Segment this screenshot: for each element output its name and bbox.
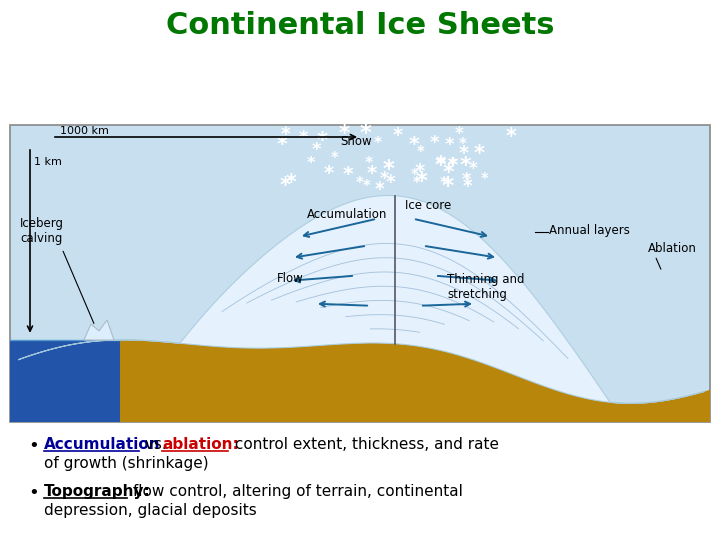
- Text: *: *: [413, 176, 420, 191]
- Text: *: *: [459, 144, 469, 163]
- Text: *: *: [382, 158, 394, 181]
- Text: vs.: vs.: [140, 437, 171, 452]
- Text: *: *: [312, 141, 321, 159]
- Text: *: *: [280, 177, 291, 197]
- Text: *: *: [462, 171, 472, 189]
- Text: Thinning and
stretching: Thinning and stretching: [447, 273, 524, 301]
- Text: *: *: [436, 154, 446, 173]
- Text: *: *: [307, 156, 315, 171]
- Text: Continental Ice Sheets: Continental Ice Sheets: [166, 10, 554, 39]
- Polygon shape: [84, 320, 114, 340]
- Text: *: *: [276, 135, 287, 154]
- Text: *: *: [359, 122, 371, 145]
- Text: *: *: [459, 137, 467, 152]
- Text: •: •: [28, 484, 39, 502]
- Text: 1000 km: 1000 km: [60, 126, 109, 136]
- Text: *: *: [355, 176, 363, 191]
- Polygon shape: [10, 340, 120, 422]
- Text: *: *: [473, 144, 484, 164]
- Text: *: *: [281, 125, 290, 144]
- Text: Ablation: Ablation: [648, 242, 697, 255]
- Text: *: *: [374, 136, 382, 151]
- Text: *: *: [285, 172, 296, 192]
- Text: *: *: [392, 126, 402, 145]
- Text: Annual layers: Annual layers: [549, 224, 630, 237]
- Polygon shape: [18, 195, 705, 403]
- Text: *: *: [481, 171, 489, 185]
- Text: *: *: [416, 145, 424, 160]
- Text: Iceberg
calving: Iceberg calving: [20, 217, 64, 245]
- Text: *: *: [463, 177, 473, 196]
- Text: *: *: [448, 157, 458, 176]
- Polygon shape: [10, 340, 710, 422]
- Text: *: *: [323, 164, 333, 183]
- Text: Ice core: Ice core: [405, 199, 451, 212]
- Text: *: *: [298, 129, 308, 147]
- Text: *: *: [408, 136, 419, 154]
- Text: *: *: [366, 164, 377, 183]
- Text: *: *: [505, 127, 516, 147]
- Text: Snow: Snow: [340, 135, 372, 148]
- Text: *: *: [386, 173, 396, 192]
- Text: •: •: [28, 437, 39, 455]
- Text: Accumulation: Accumulation: [307, 208, 387, 221]
- Text: *: *: [317, 131, 328, 151]
- Text: Accumulation: Accumulation: [44, 437, 161, 452]
- Text: *: *: [448, 156, 456, 174]
- Text: flow control, altering of terrain, continental: flow control, altering of terrain, conti…: [128, 484, 463, 499]
- Text: *: *: [330, 151, 338, 166]
- Text: *: *: [342, 165, 353, 184]
- Text: *: *: [435, 156, 446, 176]
- Text: *: *: [430, 133, 439, 152]
- Text: *: *: [469, 160, 477, 178]
- Text: *: *: [460, 156, 472, 176]
- Text: *: *: [440, 176, 448, 191]
- Text: *: *: [415, 170, 427, 193]
- Text: ablation:: ablation:: [162, 437, 239, 452]
- Text: control extent, thickness, and rate: control extent, thickness, and rate: [230, 437, 499, 452]
- Text: *: *: [363, 179, 371, 194]
- Text: *: *: [338, 124, 349, 144]
- Text: Topography:: Topography:: [44, 484, 150, 499]
- Text: Flow: Flow: [277, 272, 304, 285]
- Text: 1 km: 1 km: [34, 157, 62, 167]
- Text: *: *: [444, 136, 454, 154]
- Text: *: *: [414, 161, 425, 180]
- Text: *: *: [442, 163, 454, 183]
- Text: depression, glacial deposits: depression, glacial deposits: [44, 503, 257, 518]
- Text: of growth (shrinkage): of growth (shrinkage): [44, 456, 209, 471]
- Text: *: *: [380, 170, 390, 188]
- Text: *: *: [410, 166, 418, 180]
- Text: *: *: [375, 180, 384, 199]
- Bar: [10, 125, 710, 422]
- Text: *: *: [365, 156, 373, 171]
- Text: *: *: [441, 174, 454, 198]
- Text: *: *: [454, 125, 463, 143]
